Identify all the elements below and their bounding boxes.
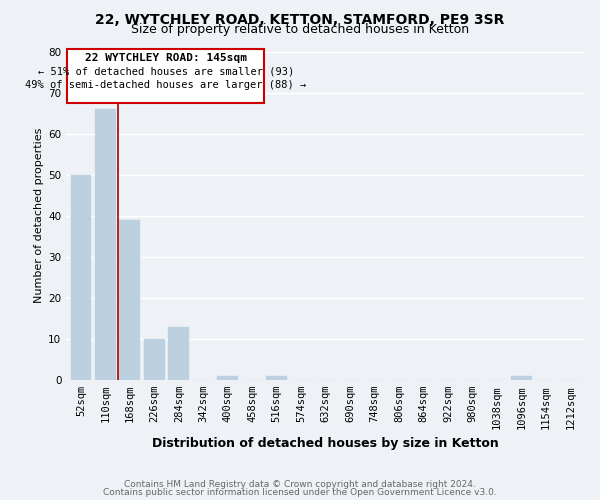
Text: 22, WYTCHLEY ROAD, KETTON, STAMFORD, PE9 3SR: 22, WYTCHLEY ROAD, KETTON, STAMFORD, PE9…	[95, 12, 505, 26]
X-axis label: Distribution of detached houses by size in Ketton: Distribution of detached houses by size …	[152, 437, 499, 450]
Text: 49% of semi-detached houses are larger (88) →: 49% of semi-detached houses are larger (…	[25, 80, 307, 90]
Bar	[511, 376, 532, 380]
Bar	[119, 220, 140, 380]
Y-axis label: Number of detached properties: Number of detached properties	[34, 128, 44, 304]
Bar	[95, 109, 116, 380]
Bar	[144, 339, 165, 380]
Text: Contains public sector information licensed under the Open Government Licence v3: Contains public sector information licen…	[103, 488, 497, 497]
FancyBboxPatch shape	[67, 50, 265, 103]
Bar	[169, 326, 189, 380]
Bar	[217, 376, 238, 380]
Text: Contains HM Land Registry data © Crown copyright and database right 2024.: Contains HM Land Registry data © Crown c…	[124, 480, 476, 489]
Text: 22 WYTCHLEY ROAD: 145sqm: 22 WYTCHLEY ROAD: 145sqm	[85, 52, 247, 62]
Text: ← 51% of detached houses are smaller (93): ← 51% of detached houses are smaller (93…	[38, 66, 294, 76]
Bar	[71, 174, 91, 380]
Text: Size of property relative to detached houses in Ketton: Size of property relative to detached ho…	[131, 22, 469, 36]
Bar	[266, 376, 287, 380]
